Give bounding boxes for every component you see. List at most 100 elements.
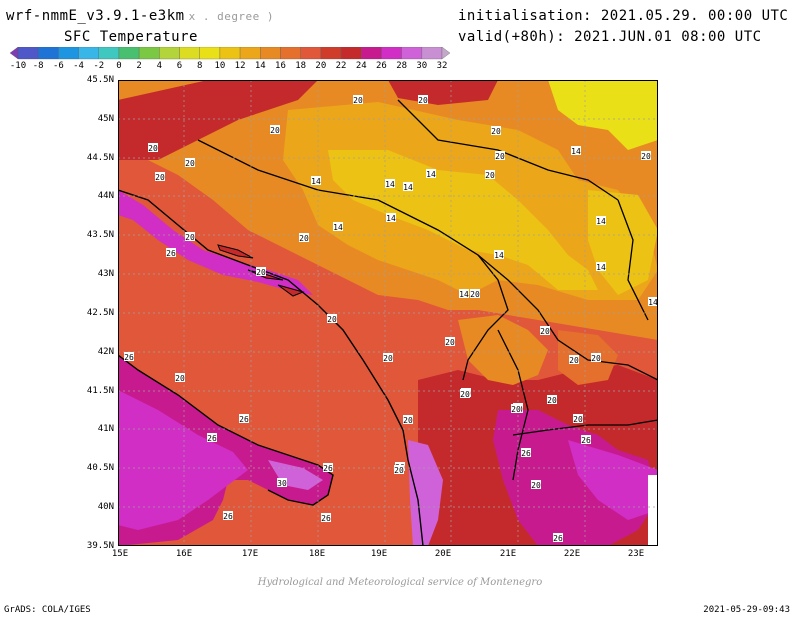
colorbar-swatch <box>340 46 362 60</box>
colorbar-swatch <box>441 46 451 60</box>
island-1 <box>217 244 254 259</box>
lat-label: 43.5N <box>86 230 114 240</box>
temperature-map: 20 20 20 20 20 20 20 20 20 20 20 20 20 20 20 20 20 20 20 20… <box>118 80 658 546</box>
colorbar-tick-label: 30 <box>416 61 428 71</box>
ionian-warm <box>408 440 443 546</box>
contour-label: 20 <box>256 267 266 277</box>
temp-zone-orange-mtn2 <box>558 330 618 385</box>
contour-label: 20 <box>155 172 165 182</box>
svg-text:14: 14 <box>385 180 395 189</box>
colorbar-tick-label: 20 <box>315 61 327 71</box>
svg-text:20: 20 <box>591 354 601 363</box>
svg-text:20: 20 <box>185 159 195 168</box>
credit-line: Hydrological and Meteorological service … <box>257 577 543 588</box>
model-subtitle: x . degree ) <box>188 10 275 23</box>
border-line-5 <box>512 419 658 436</box>
svg-text:20: 20 <box>547 396 557 405</box>
timestamp: 2021-05-29-09:43 <box>703 605 790 615</box>
svg-text:20: 20 <box>445 338 455 347</box>
valid-time: valid(+80h): 2021.JUN.01 08:00 UTC <box>458 29 762 45</box>
contour-label: 20 <box>185 232 195 242</box>
lat-label: 41N <box>97 424 114 434</box>
grads-credit: GrADS: COLA/IGES <box>4 605 91 615</box>
temp-zone-yellow <box>328 150 598 290</box>
temperature-colorbar <box>9 46 451 65</box>
svg-text:20: 20 <box>573 415 583 424</box>
contour-label: 20 <box>403 415 413 425</box>
contour-label: 26 <box>323 463 333 473</box>
colorbar-tick-label: -8 <box>32 61 44 71</box>
colorbar-tick-label: -6 <box>52 61 64 71</box>
svg-text:26: 26 <box>124 353 134 362</box>
contour-label: 14 <box>333 222 343 232</box>
contour-label: 26 <box>223 511 233 521</box>
svg-text:20: 20 <box>270 126 280 135</box>
svg-text:20: 20 <box>383 354 393 363</box>
svg-text:20: 20 <box>148 144 158 153</box>
svg-text:14: 14 <box>426 170 436 179</box>
colorbar-tick-label: 16 <box>275 61 286 71</box>
temp-zone-purple-se <box>568 440 658 520</box>
border-line-6 <box>617 199 649 321</box>
no-data-strip <box>648 475 658 546</box>
contour-label: 20 <box>270 125 280 135</box>
colorbar-tick-label: 24 <box>355 61 367 71</box>
svg-text:20: 20 <box>460 390 470 399</box>
svg-text:20: 20 <box>403 416 413 425</box>
svg-text:20: 20 <box>531 481 541 490</box>
temp-zone-red-n <box>388 80 498 105</box>
contour-label: 20 <box>495 151 505 161</box>
colorbar-tick-label: 4 <box>156 61 163 71</box>
contour-label: 14 <box>459 289 469 299</box>
svg-text:14: 14 <box>648 298 658 307</box>
contour-label: 20 <box>511 404 521 414</box>
svg-text:26: 26 <box>521 449 531 458</box>
contour-label: 14 <box>494 250 504 260</box>
contour-label: 20 <box>353 95 363 105</box>
contour-label: 20 <box>460 389 470 399</box>
contour-label: 20 <box>327 314 337 324</box>
svg-text:20: 20 <box>495 152 505 161</box>
svg-text:26: 26 <box>166 249 176 258</box>
contour-label: 14 <box>403 182 413 192</box>
colorbar-tick-label: 14 <box>254 61 266 71</box>
contour-label: 20 <box>531 480 541 490</box>
svg-text:20: 20 <box>353 96 363 105</box>
lon-label: 20E <box>434 549 452 559</box>
contour-label: 20 <box>445 337 455 347</box>
colorbar-swatch <box>300 46 322 60</box>
contour-label: 26 <box>207 433 217 443</box>
italy-coastline <box>118 354 334 506</box>
svg-text:26: 26 <box>223 512 233 521</box>
svg-text:14: 14 <box>311 177 321 186</box>
colorbar-swatch <box>381 46 402 60</box>
colorbar-tick-label: 18 <box>295 61 307 71</box>
contour-label: 20 <box>185 158 195 168</box>
colorbar-swatch <box>280 46 301 60</box>
svg-text:14: 14 <box>494 251 504 260</box>
contour-label: 20 <box>641 151 651 161</box>
colorbar-swatch <box>361 46 382 60</box>
lon-label: 22E <box>563 549 581 559</box>
contour-label: 20 <box>418 95 428 105</box>
svg-text:20: 20 <box>299 234 309 243</box>
colorbar-tick-label: -4 <box>73 61 84 71</box>
colorbar-tick-label: 22 <box>335 61 347 71</box>
lat-label: 40.5N <box>86 463 114 473</box>
contour-label: 26 <box>581 435 591 445</box>
colorbar-swatch <box>38 46 59 60</box>
contour-label: 14 <box>385 179 395 189</box>
contour-label: 26 <box>124 352 134 362</box>
lat-label: 42.5N <box>86 308 114 318</box>
colorbar-swatch <box>260 46 281 60</box>
svg-text:26: 26 <box>581 436 591 445</box>
colorbar-swatch <box>320 46 342 60</box>
contour-label: 26 <box>239 414 249 424</box>
border-line-2 <box>397 99 619 201</box>
island-3 <box>277 284 305 297</box>
contour-label: 14 <box>648 297 658 307</box>
svg-text:20: 20 <box>256 268 266 277</box>
lon-label: 23E <box>627 549 645 559</box>
colorbar-swatch <box>9 46 19 60</box>
contour-label: 14 <box>571 146 581 156</box>
